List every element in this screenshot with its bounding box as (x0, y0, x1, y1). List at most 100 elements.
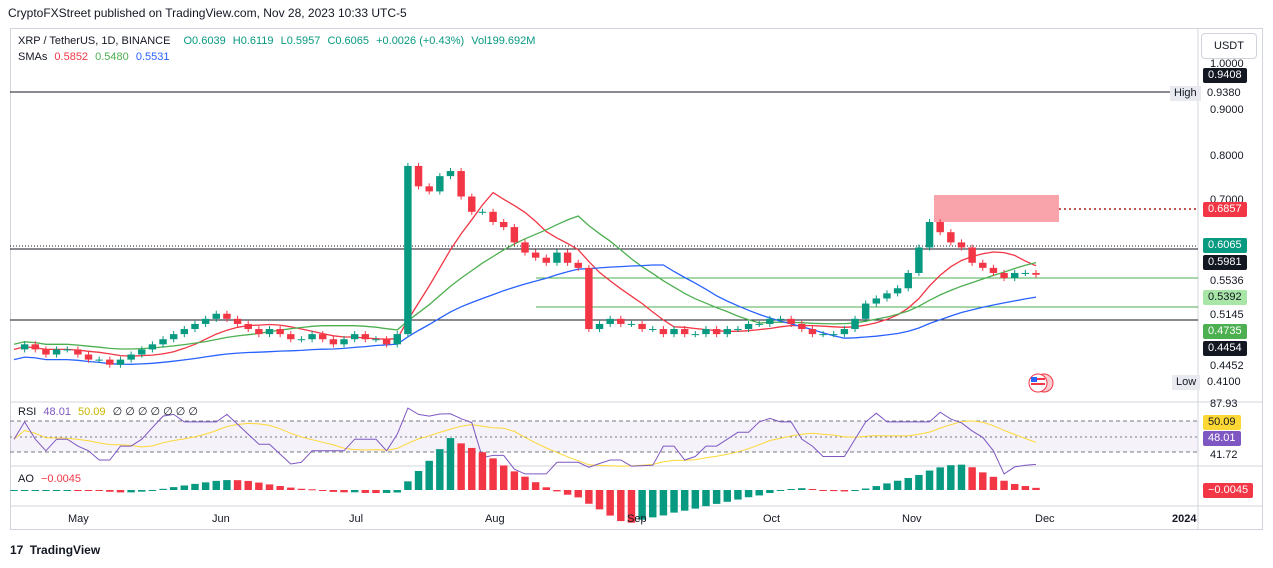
candle-body[interactable] (1000, 272, 1008, 279)
rsi-line[interactable] (13, 407, 1037, 475)
candle-body[interactable] (468, 196, 476, 212)
candle-body[interactable] (670, 329, 678, 335)
candle-body[interactable] (883, 293, 891, 299)
currency-button[interactable]: USDT (1201, 33, 1257, 59)
candle-body[interactable] (319, 334, 327, 340)
candle-body[interactable] (127, 354, 135, 360)
candle-body[interactable] (936, 222, 944, 233)
candle-body[interactable] (244, 323, 252, 330)
ao-legend[interactable]: AO −0.0045 (18, 473, 85, 485)
candle-body[interactable] (798, 323, 806, 330)
candle-body[interactable] (968, 247, 976, 263)
candle-body[interactable] (861, 303, 870, 319)
candle-body[interactable] (425, 186, 433, 192)
candle-body[interactable] (915, 247, 923, 273)
candle-body[interactable] (819, 334, 827, 336)
candle-body[interactable] (287, 334, 295, 340)
candle-body[interactable] (329, 339, 338, 345)
candle-body[interactable] (233, 318, 242, 324)
candle-body[interactable] (893, 288, 902, 294)
candle-body[interactable] (95, 359, 103, 361)
candle-body[interactable] (169, 334, 178, 340)
rsi-ma-line[interactable] (13, 420, 1037, 467)
candle-body[interactable] (755, 323, 763, 325)
candle-body[interactable] (212, 313, 220, 319)
candle-body[interactable] (957, 242, 966, 248)
candle-body[interactable] (404, 165, 412, 335)
candle-body[interactable] (659, 329, 668, 335)
candle-body[interactable] (734, 329, 742, 331)
candle-body[interactable] (521, 242, 529, 253)
candle-body[interactable] (744, 323, 753, 330)
candle-body[interactable] (702, 329, 710, 335)
candle-body[interactable] (531, 252, 540, 258)
candle-body[interactable] (340, 339, 348, 345)
candle-body[interactable] (138, 349, 146, 355)
candle-body[interactable] (830, 334, 838, 336)
candle-body[interactable] (52, 349, 61, 355)
candle-body[interactable] (350, 334, 359, 340)
candle-body[interactable] (925, 222, 934, 248)
candle-body[interactable] (116, 359, 125, 365)
candle-body[interactable] (382, 339, 391, 345)
candle-body[interactable] (563, 252, 572, 263)
sma-line-3[interactable] (13, 264, 1037, 365)
candle-body[interactable] (159, 339, 167, 345)
candle-body[interactable] (457, 171, 465, 197)
candle-body[interactable] (979, 262, 987, 268)
resistance-zone[interactable] (934, 195, 1059, 222)
candle-body[interactable] (680, 329, 689, 335)
candle-body[interactable] (74, 349, 82, 355)
sma-line-2[interactable] (13, 215, 1037, 350)
candle-body[interactable] (1032, 272, 1040, 275)
candle-body[interactable] (840, 329, 849, 335)
candle-body[interactable] (649, 329, 657, 331)
candle-body[interactable] (989, 267, 998, 273)
candle-body[interactable] (1010, 272, 1019, 279)
candle-body[interactable] (947, 232, 955, 243)
candle-body[interactable] (617, 318, 625, 324)
candle-body[interactable] (638, 323, 646, 330)
candle-body[interactable] (595, 323, 604, 330)
sma-line-1[interactable] (13, 191, 1037, 357)
candle-body[interactable] (414, 165, 423, 187)
candle-body[interactable] (510, 227, 519, 243)
candle-body[interactable] (585, 267, 593, 330)
candle-body[interactable] (691, 334, 700, 336)
candle-body[interactable] (84, 354, 93, 360)
candle-body[interactable] (106, 359, 114, 365)
candle-body[interactable] (478, 211, 487, 213)
candle-body[interactable] (276, 329, 284, 335)
candle-body[interactable] (223, 313, 231, 319)
candle-body[interactable] (308, 334, 316, 340)
candle-body[interactable] (372, 339, 380, 341)
candle-body[interactable] (148, 344, 157, 350)
candle-body[interactable] (42, 349, 50, 355)
candle-body[interactable] (446, 171, 455, 177)
candle-body[interactable] (553, 252, 561, 263)
us-flag-icon[interactable] (1028, 373, 1054, 393)
candle-body[interactable] (201, 318, 210, 324)
candle-body[interactable] (712, 329, 721, 335)
rsi-legend[interactable]: RSI 48.01 50.09 ∅ ∅ ∅ ∅ ∅ ∅ ∅ (18, 405, 202, 418)
candle-body[interactable] (574, 262, 582, 268)
candle-body[interactable] (265, 329, 274, 335)
candle-body[interactable] (723, 329, 731, 335)
candle-body[interactable] (361, 334, 370, 340)
sma-legend[interactable]: SMAs 0.5852 0.5480 0.5531 (18, 51, 174, 63)
candle-body[interactable] (255, 329, 263, 335)
candle-body[interactable] (627, 323, 636, 325)
candle-body[interactable] (436, 176, 444, 192)
candle-body[interactable] (393, 334, 401, 345)
candle-body[interactable] (904, 272, 912, 289)
tradingview-logo[interactable]: 17 TradingView (10, 543, 100, 557)
candle-body[interactable] (606, 318, 614, 324)
candle-body[interactable] (31, 344, 40, 350)
candle-body[interactable] (851, 318, 859, 330)
candle-body[interactable] (63, 349, 71, 351)
candle-body[interactable] (776, 318, 785, 320)
candle-body[interactable] (766, 318, 774, 324)
candle-body[interactable] (297, 339, 306, 341)
candle-body[interactable] (808, 329, 817, 335)
